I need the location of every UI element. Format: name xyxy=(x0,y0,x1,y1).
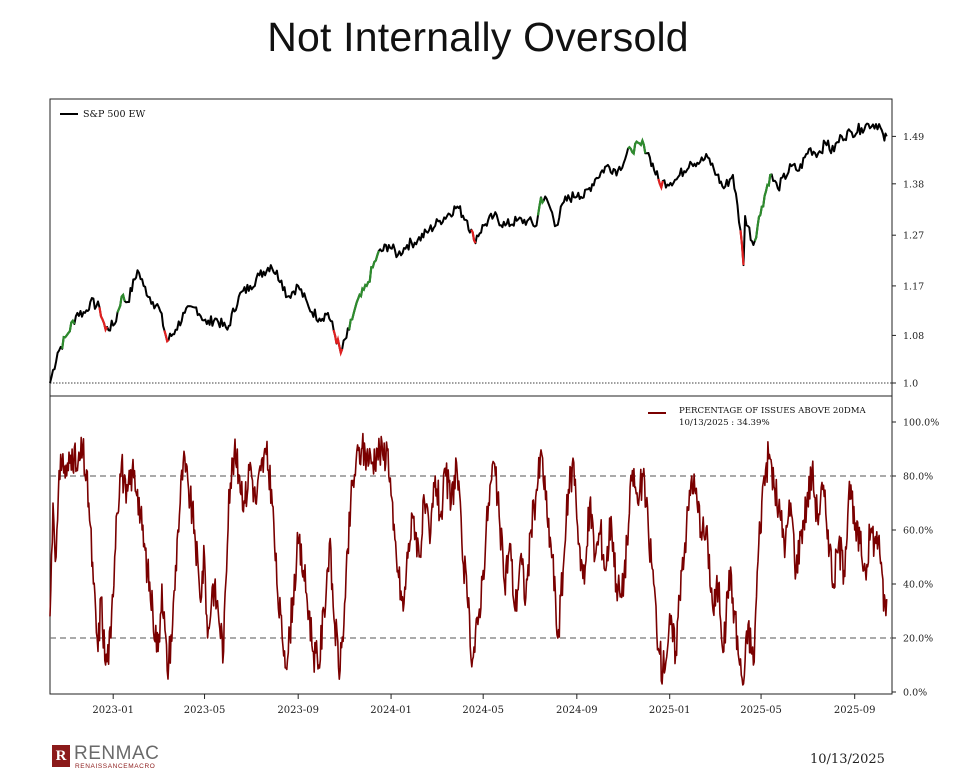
price-down-highlight xyxy=(163,330,170,344)
x-tick-label: 2024-01 xyxy=(370,705,412,716)
price-legend-label: S&P 500 EW xyxy=(83,109,145,120)
renmac-logo-name: RENMAC xyxy=(74,743,160,764)
breadth-threshold-lines xyxy=(50,475,892,639)
price-up-highlight xyxy=(627,137,647,156)
price-ytick-label: 1.38 xyxy=(903,179,924,190)
price-y-axis: 1.49 1.38 1.27 1.17 1.08 1.0 xyxy=(892,132,924,390)
breadth-ytick-label: 60.0% xyxy=(903,526,933,537)
price-plot-frame xyxy=(49,98,893,397)
price-down-highlight xyxy=(332,329,344,357)
x-tick-label: 2023-01 xyxy=(92,705,134,716)
price-ytick-label: 1.49 xyxy=(903,132,924,143)
price-ytick-label: 1.0 xyxy=(903,379,918,390)
price-down-highlight xyxy=(470,229,477,244)
x-tick-label: 2025-01 xyxy=(649,705,691,716)
x-tick-label: 2025-05 xyxy=(740,705,782,716)
price-legend: S&P 500 EW xyxy=(60,109,145,120)
breadth-ytick-label: 80.0% xyxy=(903,472,933,483)
page-title: Not Internally Oversold xyxy=(267,14,689,60)
x-tick-label: 2025-09 xyxy=(834,705,876,716)
breadth-legend-value: 10/13/2025 : 34.39% xyxy=(679,418,770,428)
price-ytick-label: 1.27 xyxy=(903,231,924,242)
x-tick-label: 2023-09 xyxy=(277,705,319,716)
price-up-highlight xyxy=(61,318,76,349)
price-ytick-label: 1.17 xyxy=(903,281,924,292)
x-tick-label: 2023-05 xyxy=(184,705,226,716)
price-panel: 1.49 1.38 1.27 1.17 1.08 1.0 S&P 500 EW xyxy=(49,98,924,397)
price-up-highlight xyxy=(753,173,773,242)
breadth-legend: PERCENTAGE OF ISSUES ABOVE 20DMA 10/13/2… xyxy=(648,406,867,428)
footer-date: 10/13/2025 xyxy=(810,752,885,767)
breadth-series-line xyxy=(49,432,888,686)
breadth-panel: 100.0%80.0%60.0%40.0%20.0%0.0% 2023-01 20… xyxy=(49,395,939,716)
price-ytick-label: 1.08 xyxy=(903,331,924,342)
breadth-ytick-label: 100.0% xyxy=(903,418,939,429)
price-down-highlight xyxy=(657,178,664,191)
renmac-logo-tagline: RENAISSANCEMACRO xyxy=(75,763,156,770)
breadth-ytick-label: 0.0% xyxy=(903,688,927,699)
breadth-legend-label: PERCENTAGE OF ISSUES ABOVE 20DMA xyxy=(679,406,867,416)
price-down-highlight xyxy=(98,307,109,333)
renmac-logo-mark: R xyxy=(52,745,70,767)
x-tick-label: 2024-09 xyxy=(556,705,598,716)
price-down-highlight xyxy=(739,230,745,266)
x-tick-label: 2024-05 xyxy=(462,705,504,716)
price-up-highlight xyxy=(348,250,380,330)
breadth-ytick-label: 40.0% xyxy=(903,580,933,591)
price-highlights xyxy=(61,137,773,357)
price-up-highlight xyxy=(536,197,545,216)
price-up-highlight xyxy=(116,292,126,313)
x-axis: 2023-01 2023-05 2023-09 2024-01 2024-05 2024-… xyxy=(92,694,875,716)
breadth-y-axis: 100.0% 80.0% 60.0% 40.0% 20.0% 0.0% xyxy=(892,418,939,699)
breadth-ytick-label: 20.0% xyxy=(903,634,933,645)
